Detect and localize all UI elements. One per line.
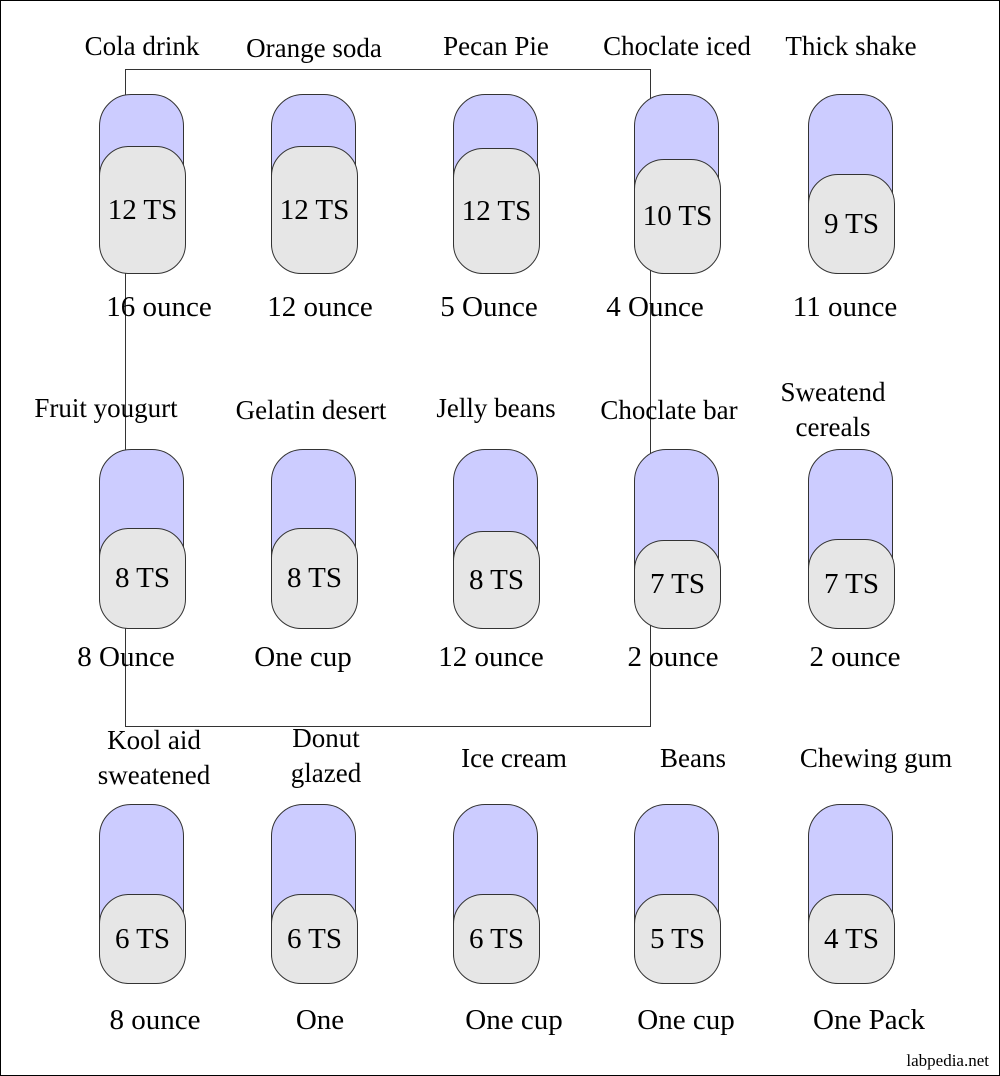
sugar-teaspoons: 6 TS bbox=[271, 894, 358, 984]
grouping-frame bbox=[125, 69, 651, 727]
sugar-teaspoons: 9 TS bbox=[808, 174, 895, 274]
serving-amount: One cup bbox=[254, 641, 352, 673]
serving-amount: 8 ounce bbox=[109, 1004, 201, 1036]
item-name: Kool aid sweatened bbox=[97, 725, 211, 790]
sugar-teaspoons: 12 TS bbox=[271, 146, 358, 274]
item-name: Donut glazed bbox=[290, 723, 362, 788]
serving-amount: 12 ounce bbox=[267, 291, 373, 323]
sugar-teaspoons: 8 TS bbox=[453, 531, 540, 629]
serving-amount: 16 ounce bbox=[106, 291, 212, 323]
serving-amount: One Pack bbox=[813, 1004, 925, 1036]
item-name: Gelatin desert bbox=[235, 395, 387, 425]
serving-amount: 12 ounce bbox=[438, 641, 544, 673]
serving-amount: 11 ounce bbox=[792, 291, 898, 323]
sugar-teaspoons: 8 TS bbox=[271, 528, 358, 629]
serving-amount: 8 Ounce bbox=[77, 641, 175, 673]
watermark: labpedia.net bbox=[906, 1051, 989, 1070]
item-name: Sweatend cereals bbox=[780, 377, 886, 442]
serving-amount: One cup bbox=[465, 1004, 563, 1036]
item-name: Thick shake bbox=[785, 31, 917, 61]
item-name: Cola drink bbox=[84, 31, 200, 61]
sugar-teaspoons: 6 TS bbox=[99, 894, 186, 984]
item-name: Ice cream bbox=[461, 743, 567, 773]
serving-amount: 4 Ounce bbox=[606, 291, 704, 323]
sugar-teaspoons: 7 TS bbox=[634, 540, 721, 629]
serving-amount: 5 Ounce bbox=[440, 291, 538, 323]
sugar-teaspoons: 6 TS bbox=[453, 894, 540, 984]
item-name: Beans bbox=[660, 743, 726, 773]
serving-amount: 2 ounce bbox=[809, 641, 901, 673]
item-name: Chewing gum bbox=[799, 743, 953, 773]
item-name: Pecan Pie bbox=[443, 31, 549, 61]
item-name: Choclate bar bbox=[600, 395, 738, 425]
sugar-teaspoons: 8 TS bbox=[99, 528, 186, 629]
serving-amount: 2 ounce bbox=[627, 641, 719, 673]
serving-amount: One bbox=[295, 1004, 345, 1036]
sugar-teaspoons: 5 TS bbox=[634, 894, 721, 984]
sugar-teaspoons: 7 TS bbox=[808, 539, 895, 629]
sugar-teaspoons: 12 TS bbox=[453, 148, 540, 274]
item-name: Fruit yougurt bbox=[34, 393, 178, 423]
item-name: Orange soda bbox=[246, 33, 382, 63]
sugar-teaspoons: 4 TS bbox=[808, 894, 895, 984]
item-name: Jelly beans bbox=[436, 393, 556, 423]
sugar-teaspoons: 10 TS bbox=[634, 159, 721, 274]
serving-amount: One cup bbox=[637, 1004, 735, 1036]
item-name: Choclate iced bbox=[603, 31, 751, 61]
sugar-teaspoons: 12 TS bbox=[99, 146, 186, 274]
